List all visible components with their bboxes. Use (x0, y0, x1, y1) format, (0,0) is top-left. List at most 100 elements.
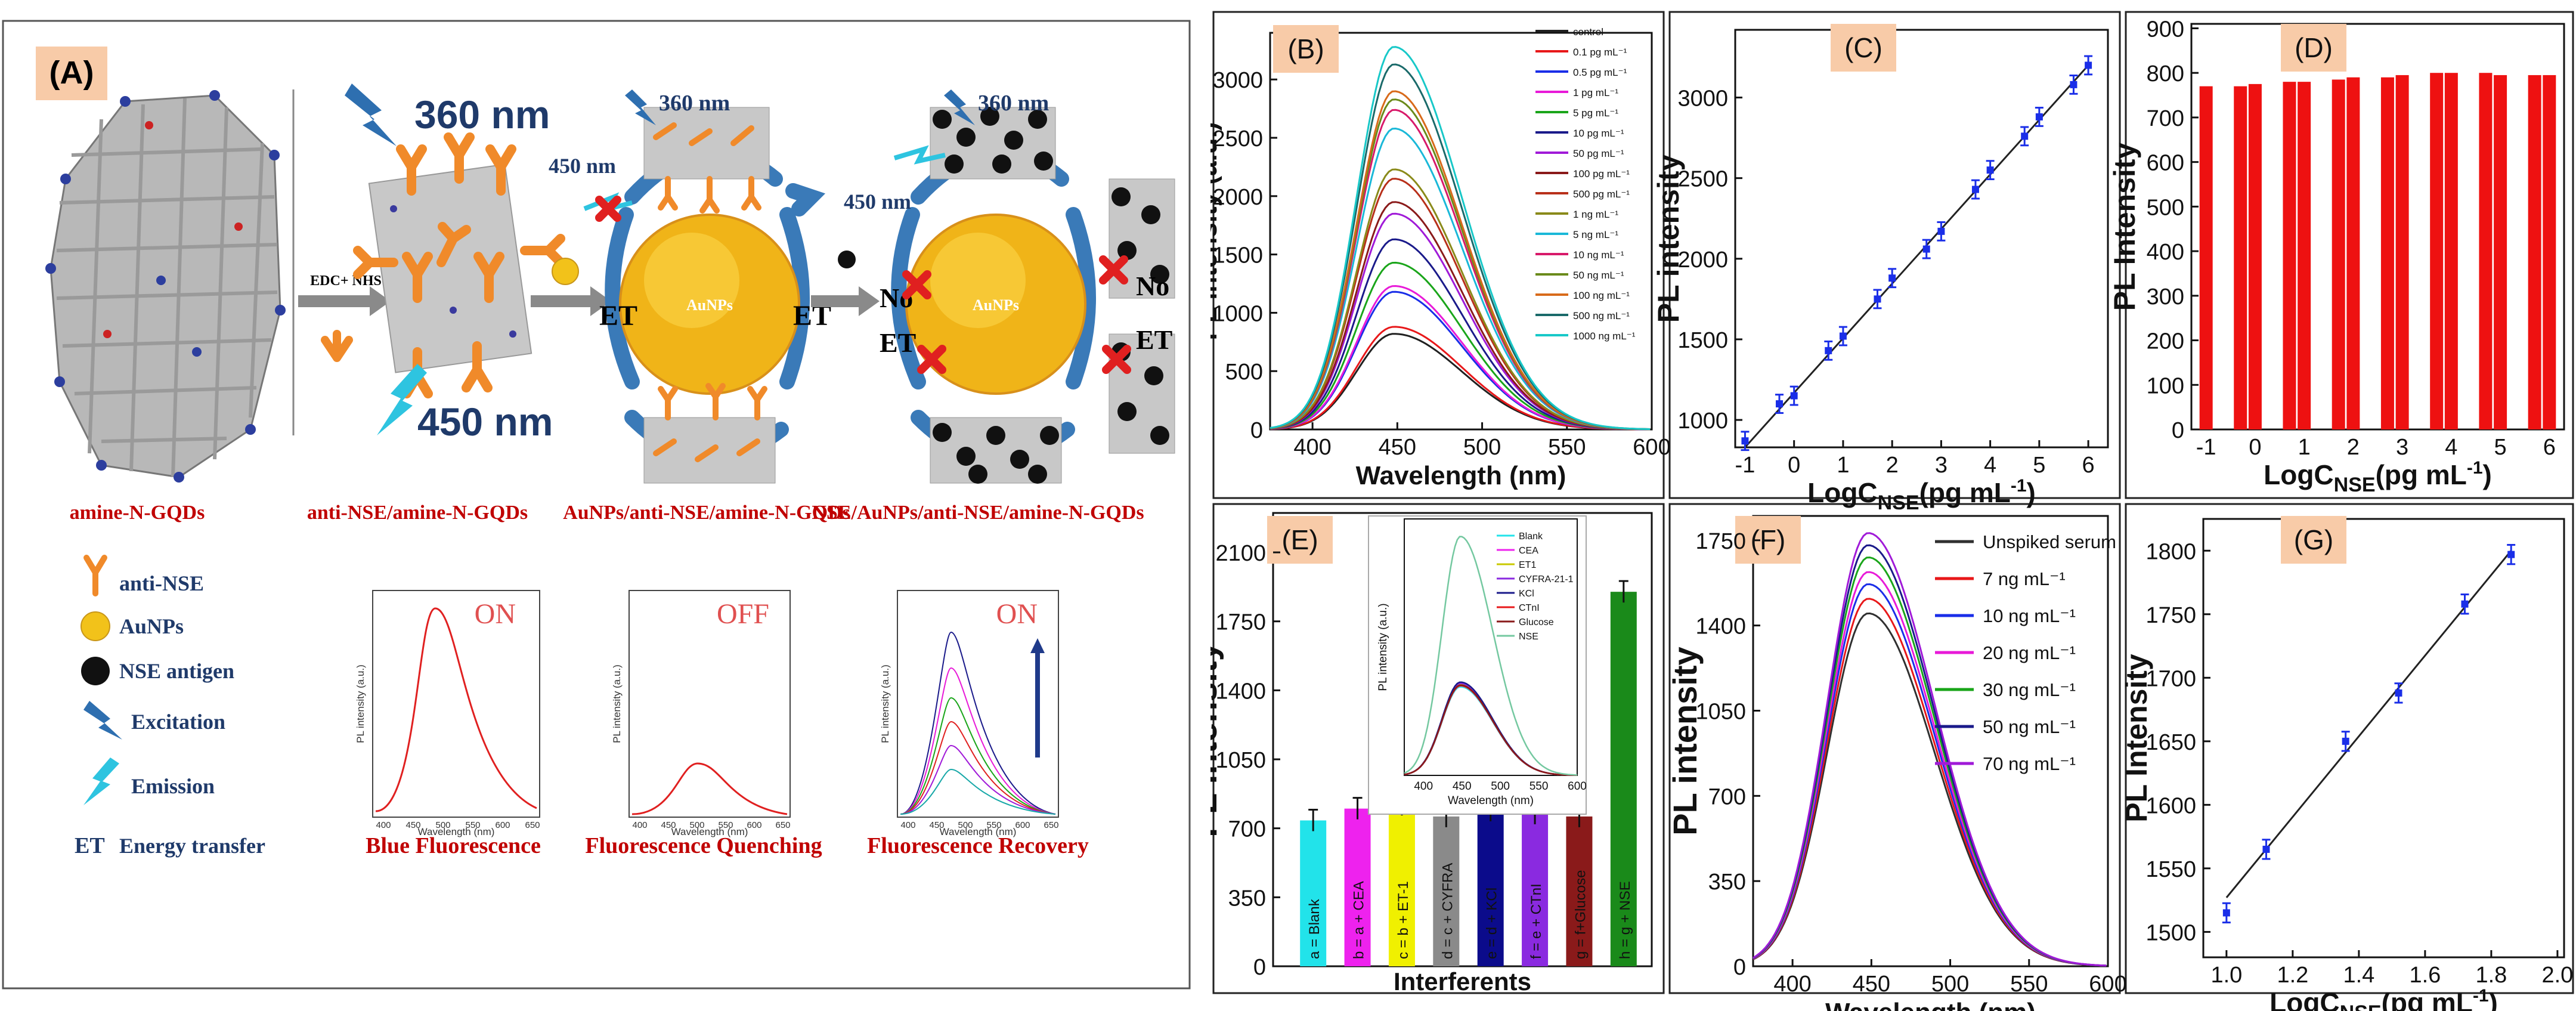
mini-2-xtick: 450 (661, 820, 676, 830)
chart-b-legend-label: 50 pg mL⁻¹ (1573, 148, 1624, 159)
chart-e-ylabel: PL intensity (1210, 642, 1224, 837)
mini-3-xtick: 500 (958, 820, 973, 830)
chart-b-label-box (1273, 25, 1339, 73)
chart-b-legend-label: 10 pg mL⁻¹ (1573, 128, 1624, 139)
chart-g-point (2461, 600, 2469, 608)
legend-anti-nse: anti-NSE (119, 571, 204, 595)
legend-et-symbol: ET (75, 833, 105, 858)
chart-e-bar (1566, 816, 1593, 966)
legend-aunps: AuNPs (119, 614, 184, 638)
chart-g-xlabel-part: -1 (2473, 986, 2489, 1006)
anti-nse-legend-icon (83, 555, 107, 596)
chart-g-xlabel: LogCNSE(pg mL-1) (2270, 986, 2498, 1011)
chart-b-ytick-label: 500 (1225, 360, 1263, 385)
chart-b-ytick-label: 2500 (1212, 126, 1263, 152)
chart-c-xlabel-part: LogC (1807, 477, 1878, 508)
chart-e-category-label: c = b + ET-1 (1395, 881, 1411, 959)
emission-label-3: 450 nm (844, 190, 911, 214)
mini-2-xtick: 600 (747, 820, 761, 830)
chart-c-point (1971, 185, 1979, 193)
panel-d-frame (2125, 11, 2574, 499)
mini-3-xtick: 450 (929, 820, 944, 830)
chart-b: (B) 400 450 500 550 600 0 500 1000 1500 2000 2500 30… (1210, 25, 1671, 490)
chart-e-bar (1477, 810, 1504, 966)
chart-e-bar (1344, 808, 1371, 966)
chart-c-point (1839, 332, 1847, 340)
mini-2-xtick: 500 (689, 820, 704, 830)
chart-f-xtick-label: 450 (1853, 972, 1890, 997)
chart-e: (E) 0 350 700 1050 1400 1750 2100 a = Blank b = a… (1210, 512, 1653, 995)
chart-e-inset-legend-label: Blank (1519, 531, 1543, 542)
panel-g-frame (2125, 503, 2574, 994)
chart-e-plot-area (1272, 512, 1653, 967)
caption-nse-conjugate: NSE/AuNPs/anti-NSE/amine-N-GQDs (812, 502, 1144, 524)
chart-c-point (2085, 61, 2092, 69)
mini-1-xtick: 550 (465, 820, 480, 830)
blocked-et-icons (902, 255, 1131, 374)
chart-c-xlabel-part: -1 (2011, 476, 2027, 496)
chart-e-inset-legend-label: CEA (1519, 546, 1538, 556)
aunp-legend-icon (80, 611, 110, 641)
chart-c-ylabel: PL intensity (1652, 154, 1685, 323)
chart-c-plot-area (1734, 29, 2109, 449)
chart-b-plot-area (1269, 32, 1653, 431)
chart-c-point (1937, 227, 1945, 235)
mini-3-status: ON (996, 598, 1038, 630)
chart-g-ytick-label: 1800 (2145, 539, 2196, 564)
chart-d-ytick-label: 400 (2147, 240, 2184, 265)
chart-b-ytick-label: 1500 (1212, 243, 1263, 268)
chart-f-legend-label: 7 ng mL⁻¹ (1983, 568, 2066, 589)
chart-b-legend-label: 1 ng mL⁻¹ (1573, 209, 1618, 220)
chart-e-inset-legend-label: KCl (1519, 589, 1534, 599)
chart-f-ytick-label: 350 (1708, 870, 1746, 895)
chart-f-xtick-label: 400 (1773, 972, 1811, 997)
chart-e-ytick-label: 2100 (1215, 541, 1266, 566)
chart-b-xtick-label: 450 (1379, 435, 1416, 460)
chart-c-point (2035, 113, 2043, 120)
chart-f-legend-label: 70 ng mL⁻¹ (1983, 753, 2076, 774)
chart-f-ytick-label: 1400 (1695, 614, 1746, 639)
chart-d-label-box (2281, 24, 2346, 72)
chart-g-xlabel-part: (pg mL (2382, 987, 2473, 1011)
aunp-label-2: AuNPs (973, 296, 1019, 314)
chart-f-xtick-label: 500 (1931, 972, 1969, 997)
chart-e-ytick-label: 1050 (1215, 748, 1266, 773)
chart-c-xtick-label: 5 (2033, 453, 2045, 478)
chart-c-point (1790, 392, 1798, 400)
chart-b-legend-label: 100 pg mL⁻¹ (1573, 168, 1630, 180)
chart-layer: (B)400 450 500 550 6000500100015002000250030… (1210, 17, 2573, 1011)
chart-c-point (1874, 295, 1881, 303)
chart-f-ytick-label: 0 (1733, 955, 1746, 980)
chart-e-inset-line (1404, 684, 1578, 777)
chart-d-xlabel-part: NSE (2334, 474, 2376, 496)
chart-g-xlabel-part: LogC (2270, 987, 2340, 1011)
chart-b-ytick-label: 0 (1250, 418, 1263, 443)
chart-e-inset-plot-area (1404, 518, 1578, 776)
mini-plot-3: ON Fluorescence Recovery (867, 590, 1089, 858)
chart-b-xtick-label: 600 (1633, 435, 1670, 460)
chart-panels: (B)400 450 500 550 6000500100015002000250030… (1210, 11, 2574, 1011)
chart-e-category-label: f = e + CTnI (1528, 883, 1544, 959)
chart-f-legend-label: Unspiked serum (1983, 531, 2116, 552)
chart-e-panel-label: (E) (1281, 524, 1318, 555)
amine-n-gqd-sheet (45, 90, 286, 483)
emission-icon-3 (893, 145, 946, 165)
nse-antigen-small-icon (838, 251, 856, 268)
chart-e-inset-legend-label: CTnI (1519, 603, 1540, 613)
emission-label-2: 450 nm (549, 154, 616, 178)
chart-c-xtick-label: 3 (1935, 453, 1948, 478)
chart-e-inset-line (1404, 536, 1578, 776)
antibody-icon (321, 330, 353, 362)
excitation-label-3: 360 nm (978, 91, 1049, 116)
chart-d-ytick-label: 100 (2147, 373, 2184, 398)
chart-g-ytick-label: 1650 (2145, 730, 2196, 755)
legend-excitation: Excitation (131, 710, 225, 734)
mini-3-xtick: 550 (986, 820, 1001, 830)
chart-c-xlabel-part: ) (2027, 477, 2036, 508)
chart-d-ytick-label: 800 (2147, 61, 2184, 86)
chart-c-ytick-label: 1500 (1677, 328, 1728, 353)
nse-antigen-legend-icon (81, 657, 110, 685)
chart-e-bar (1300, 820, 1327, 966)
mini-plot-1: ON Blue Fluorescence (366, 590, 541, 858)
chart-g: (G) 1.0 1.2 1.4 1.6 1.8 2.0 1500 1550 1600 1650 170… (2120, 516, 2573, 1011)
